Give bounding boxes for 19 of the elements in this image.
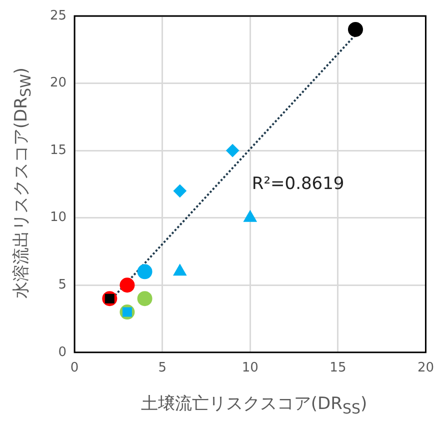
x-tick-label: 15 [330, 360, 346, 376]
y-tick-label: 25 [50, 8, 67, 24]
y-tick-label: 0 [58, 344, 67, 360]
x-tick-label: 5 [158, 360, 166, 376]
point [120, 278, 135, 293]
point [137, 291, 152, 306]
y-tick-label: 15 [50, 142, 67, 158]
annotation: R²=0.8619 [252, 174, 344, 194]
x-tick-label: 10 [242, 360, 258, 376]
point [226, 144, 240, 158]
x-tick-label: 20 [417, 360, 434, 376]
point [137, 264, 152, 280]
point [173, 184, 186, 198]
y-tick-label: 5 [58, 277, 67, 292]
x-axis-title: 土壌流亡リスクスコア(DR$_{SS}$) [140, 393, 368, 418]
y-tick-label: 10 [50, 210, 67, 226]
y-tick-label: 20 [50, 76, 67, 91]
x-tick-label: 0 [70, 360, 79, 376]
point [348, 22, 363, 37]
